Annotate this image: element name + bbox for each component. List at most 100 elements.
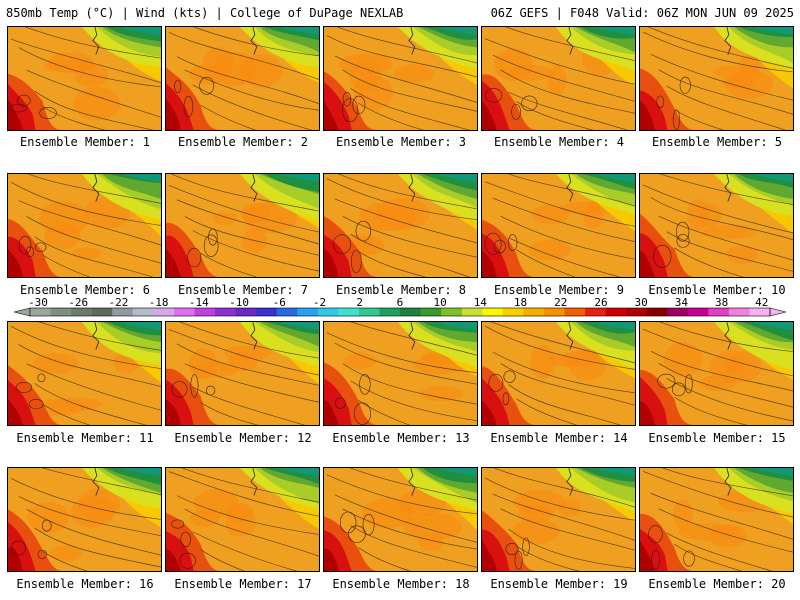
colorbar-tick-label: 38 (715, 296, 728, 309)
ensemble-member-label: Ensemble Member: 10 (648, 283, 786, 297)
colorbar-swatch (543, 308, 565, 316)
colorbar-swatch (400, 308, 422, 316)
colorbar-swatch (667, 308, 689, 316)
colorbar-swatch (91, 308, 113, 316)
colorbar-swatch (523, 308, 545, 316)
colorbar-swatch (358, 308, 380, 316)
ensemble-member-map (639, 321, 794, 426)
colorbar-tick-label: -14 (189, 296, 209, 309)
colorbar-tick-label: 26 (594, 296, 607, 309)
run-valid-time: 06Z GEFS | F048 Valid: 06Z MON JUN 09 20… (490, 6, 794, 20)
colorbar-swatch (605, 308, 627, 316)
colorbar-tick-label: 10 (433, 296, 446, 309)
ensemble-member-map (7, 173, 162, 278)
map-title: 850mb Temp (°C) | Wind (kts) | College o… (6, 6, 404, 20)
ensemble-member-label: Ensemble Member: 8 (335, 283, 467, 297)
colorbar-swatch (420, 308, 442, 316)
colorbar-swatch (749, 308, 771, 316)
ensemble-member-label: Ensemble Member: 1 (19, 135, 151, 149)
colorbar-tick-label: -26 (68, 296, 88, 309)
colorbar-tick-label: 34 (675, 296, 689, 309)
ensemble-member-label: Ensemble Member: 13 (332, 431, 470, 445)
colorbar-frame (29, 307, 771, 317)
ensemble-member-label: Ensemble Member: 5 (651, 135, 783, 149)
ensemble-member-map (323, 173, 478, 278)
colorbar-tick-label: -10 (229, 296, 249, 309)
ensemble-member-map (639, 467, 794, 572)
ensemble-member-label: Ensemble Member: 11 (16, 431, 154, 445)
ensemble-member-label: Ensemble Member: 4 (493, 135, 625, 149)
ensemble-member-map (481, 26, 636, 131)
colorbar-swatch (317, 308, 339, 316)
colorbar-swatch (215, 308, 237, 316)
ensemble-member-map (165, 467, 320, 572)
ensemble-member-label: Ensemble Member: 7 (177, 283, 309, 297)
colorbar-swatch (687, 308, 709, 316)
ensemble-member-label: Ensemble Member: 18 (332, 577, 470, 591)
colorbar-tick-label: -2 (313, 296, 326, 309)
colorbar-swatch (71, 308, 93, 316)
ensemble-member-map (165, 321, 320, 426)
colorbar-tick-label: 2 (356, 296, 363, 309)
colorbar-tick-label: 22 (554, 296, 567, 309)
colorbar-swatch (173, 308, 195, 316)
colorbar-swatch (132, 308, 154, 316)
colorbar-tick-label: -22 (108, 296, 128, 309)
colorbar-tick-label: -6 (273, 296, 286, 309)
ensemble-member-map (639, 26, 794, 131)
ensemble-member-label: Ensemble Member: 20 (648, 577, 786, 591)
ensemble-member-map (323, 26, 478, 131)
ensemble-member-map (7, 467, 162, 572)
colorbar-tick-label: -30 (28, 296, 48, 309)
colorbar-swatch (112, 308, 134, 316)
ensemble-member-label: Ensemble Member: 15 (648, 431, 786, 445)
ensemble-member-label: Ensemble Member: 3 (335, 135, 467, 149)
colorbar-tick-label: 18 (514, 296, 527, 309)
colorbar-swatch (708, 308, 730, 316)
colorbar-swatch (30, 308, 52, 316)
colorbar-graphic: -30 -26 -22 -18 -14 -10 -6 -2 2 6 10 14 18 22 26 30 34 38… (13, 296, 787, 317)
ensemble-member-map (481, 467, 636, 572)
colorbar-swatch (502, 308, 524, 316)
colorbar-left-arrow (13, 307, 31, 317)
colorbar-tick-label: 14 (474, 296, 488, 309)
colorbar-swatch (646, 308, 668, 316)
colorbar-swatch (235, 308, 257, 316)
ensemble-member-label: Ensemble Member: 2 (177, 135, 309, 149)
colorbar-swatch (585, 308, 607, 316)
colorbar-swatch (153, 308, 175, 316)
colorbar-tick-label: 6 (397, 296, 404, 309)
ensemble-member-map (481, 321, 636, 426)
ensemble-member-map (481, 173, 636, 278)
ensemble-member-map (323, 321, 478, 426)
ensemble-member-map (7, 321, 162, 426)
colorbar-tick-label: -18 (149, 296, 169, 309)
colorbar-tick-label: 42 (755, 296, 768, 309)
ensemble-member-label: Ensemble Member: 16 (16, 577, 154, 591)
colorbar-swatch (338, 308, 360, 316)
colorbar-right-arrow (769, 307, 787, 317)
colorbar-swatch (564, 308, 586, 316)
ensemble-member-map (165, 26, 320, 131)
colorbar-tick-label: 30 (635, 296, 648, 309)
colorbar-swatch (50, 308, 72, 316)
ensemble-member-label: Ensemble Member: 17 (174, 577, 312, 591)
ensemble-member-label: Ensemble Member: 9 (493, 283, 625, 297)
ensemble-member-label: Ensemble Member: 6 (19, 283, 151, 297)
colorbar-swatch (276, 308, 298, 316)
colorbar-swatch (379, 308, 401, 316)
colorbar-swatch (482, 308, 504, 316)
colorbar-swatch (194, 308, 216, 316)
ensemble-member-label: Ensemble Member: 19 (490, 577, 628, 591)
colorbar-swatch (626, 308, 648, 316)
ensemble-member-label: Ensemble Member: 14 (490, 431, 628, 445)
ensemble-member-map (165, 173, 320, 278)
colorbar-swatch (728, 308, 750, 316)
ensemble-member-map (639, 173, 794, 278)
colorbar-swatch (297, 308, 319, 316)
colorbar-swatch (441, 308, 463, 316)
ensemble-member-map (7, 26, 162, 131)
ensemble-member-label: Ensemble Member: 12 (174, 431, 312, 445)
colorbar-swatch (256, 308, 278, 316)
colorbar-swatch (461, 308, 483, 316)
